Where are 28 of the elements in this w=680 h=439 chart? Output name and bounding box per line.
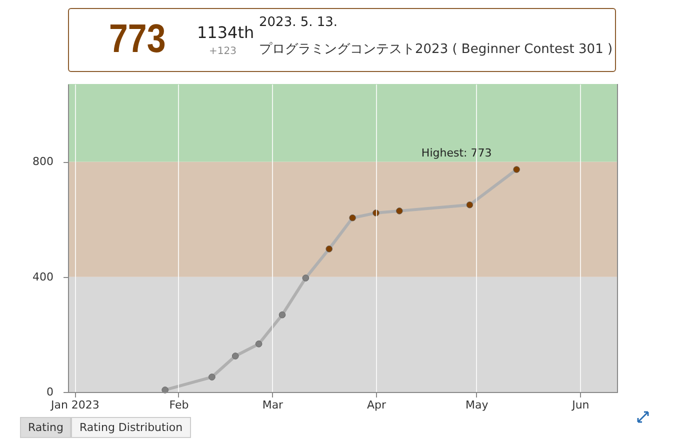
point [513, 166, 520, 173]
x-tick-label: Mar [262, 398, 284, 412]
annotation: Highest: 773 [421, 146, 492, 160]
point [349, 214, 356, 222]
text: Rating [20, 417, 72, 438]
x-tick-label: Jun [571, 398, 590, 412]
x-tick-label: Apr [366, 398, 386, 412]
point [232, 352, 239, 360]
point [255, 340, 262, 348]
text: プログラミングコンテスト2023 ( Beginner Contest 301 ) [259, 41, 613, 58]
point [208, 374, 216, 380]
point [466, 201, 474, 208]
text: 2023. 5. 13. [259, 15, 338, 30]
y-tick-label: 0 [46, 386, 54, 398]
text: Rating Distribution [71, 417, 191, 438]
point [396, 208, 403, 214]
text: 1134th [197, 23, 254, 42]
x-tick-label: May [466, 398, 489, 412]
point [302, 274, 310, 282]
y-tick-label: 800 [32, 155, 54, 168]
y-tick-label: 400 [32, 270, 54, 284]
point [326, 246, 333, 252]
x-tick-label: Jan 2023 [50, 398, 100, 412]
text: 773 [109, 17, 166, 62]
point [162, 386, 168, 394]
x-tick-label: Feb [169, 398, 189, 412]
text: +123 [209, 46, 236, 57]
point [278, 311, 286, 318]
